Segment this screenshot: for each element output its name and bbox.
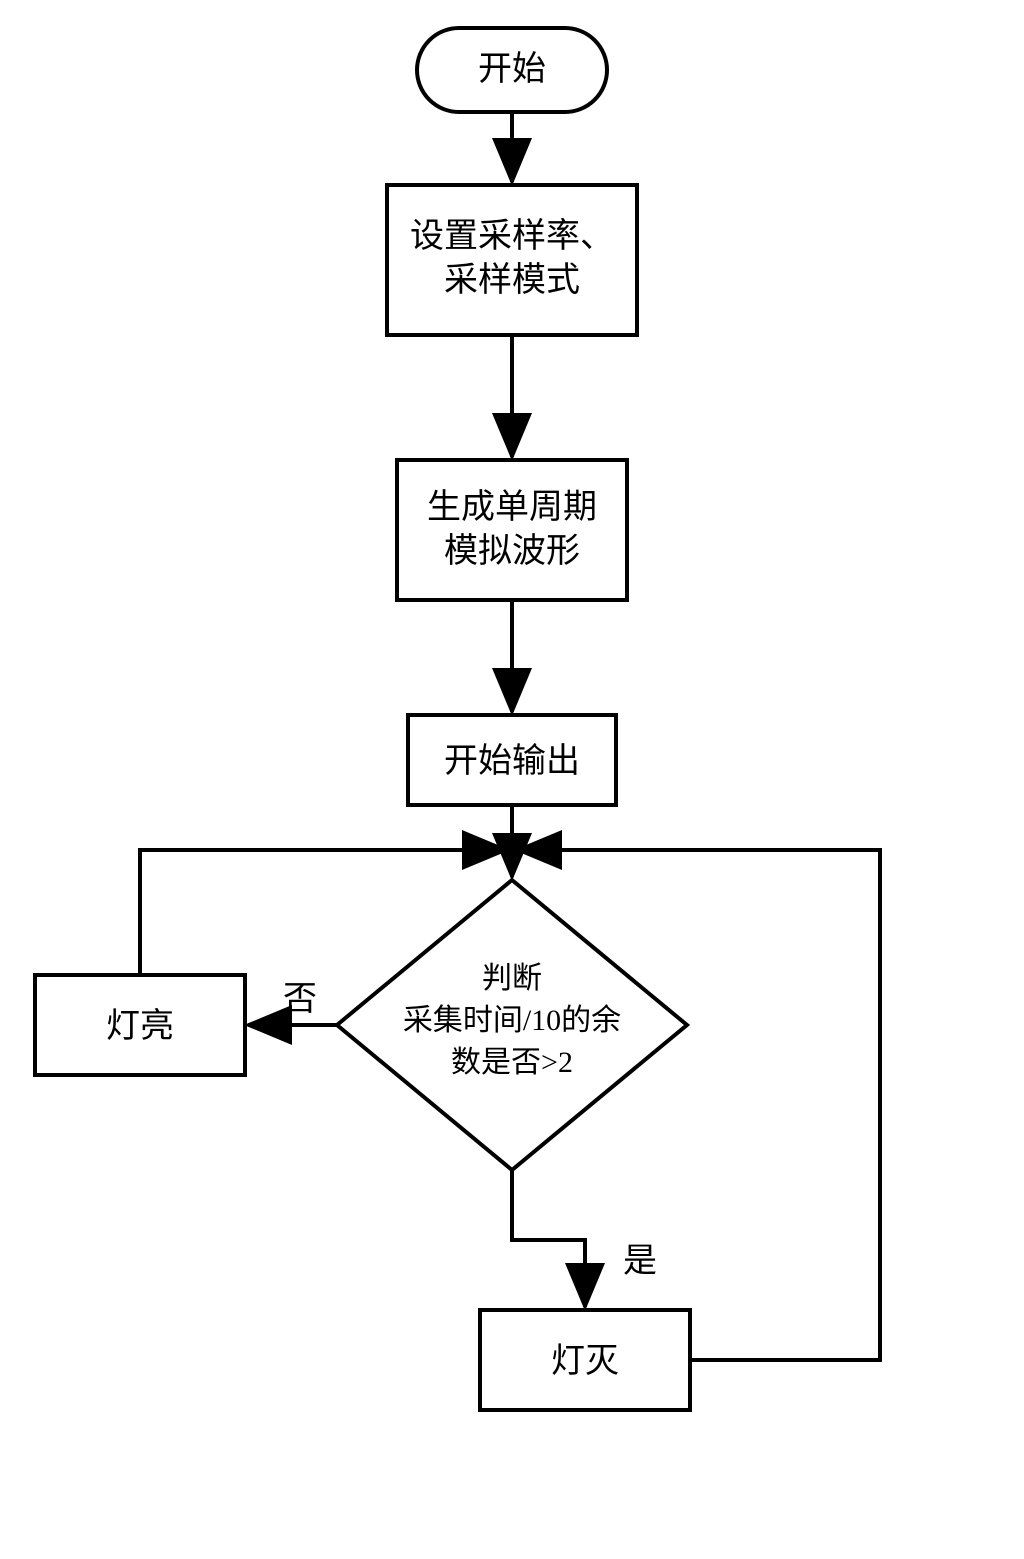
lamp-off-label: 灯灭 bbox=[480, 1340, 690, 1384]
start-label: 开始 bbox=[417, 48, 607, 92]
generate-label: 生成单周期 模拟波形 bbox=[397, 486, 627, 574]
decision-label: 判断 采集时间/10的余 数是否>2 bbox=[362, 958, 662, 1084]
edge-decision-lampoff bbox=[512, 1170, 585, 1307]
edge-lampon-feedback bbox=[140, 850, 506, 975]
lamp-on-label: 灯亮 bbox=[35, 1005, 245, 1049]
edge-lampoff-feedback bbox=[518, 850, 880, 1360]
edge-yes-label: 是 bbox=[610, 1240, 670, 1284]
setup-label: 设置采样率、 采样模式 bbox=[387, 215, 637, 303]
output-label: 开始输出 bbox=[408, 740, 616, 784]
edge-no-label: 否 bbox=[270, 978, 330, 1022]
